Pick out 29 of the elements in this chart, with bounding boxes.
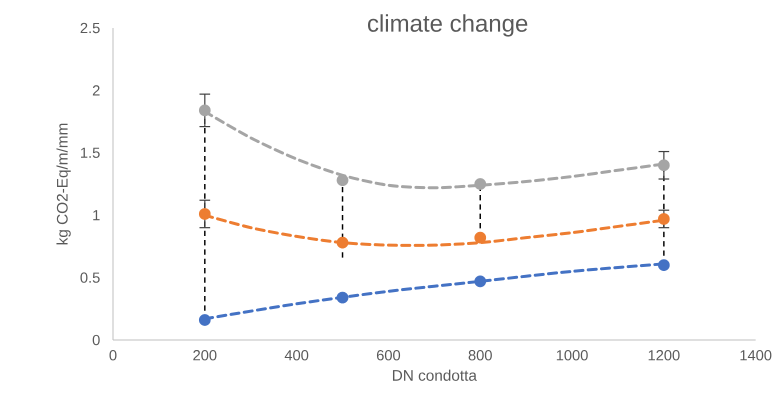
point	[658, 159, 670, 172]
point	[336, 174, 348, 186]
point	[336, 236, 348, 249]
y-tick-label: 0.5	[80, 272, 100, 283]
x-tick-label: 200	[193, 350, 216, 360]
y-tick-label: 1	[93, 210, 100, 220]
x-tick-label: 800	[468, 350, 492, 360]
x-tick-label: 1200	[648, 350, 680, 360]
point	[474, 178, 486, 190]
x-tick-label: 400	[284, 350, 308, 360]
point	[658, 259, 670, 271]
point	[474, 232, 486, 244]
chart-title: climate change	[368, 14, 528, 37]
x-tick-label: 1400	[740, 350, 772, 360]
y-tick-label: 0	[92, 334, 100, 346]
y-tick-label: 1.5	[81, 148, 100, 158]
x-tick-label: 600	[376, 350, 400, 360]
x-tick-label: 0	[109, 350, 116, 360]
y-tick-label: 2	[92, 85, 100, 96]
point	[474, 275, 486, 288]
x-tick-label: 1000	[556, 350, 588, 360]
point	[336, 292, 348, 304]
x-axis-title: DN condotta	[392, 370, 477, 381]
point	[198, 208, 211, 220]
point	[198, 104, 211, 116]
point	[658, 213, 670, 225]
y-tick-label: 2.5	[80, 22, 100, 34]
point	[198, 314, 211, 326]
y-axis-title: kg CO2-Eq/m/mm	[56, 124, 71, 244]
